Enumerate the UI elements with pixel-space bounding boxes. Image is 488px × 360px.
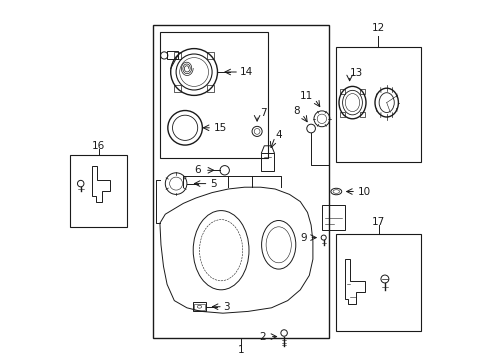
Text: 13: 13: [349, 68, 362, 78]
Text: 6: 6: [194, 165, 201, 175]
Text: 17: 17: [371, 217, 385, 228]
Bar: [167, 51, 178, 59]
Bar: [174, 52, 181, 59]
Bar: [359, 112, 364, 117]
Text: 11: 11: [299, 91, 312, 102]
Text: 8: 8: [293, 106, 300, 116]
Bar: [336, 47, 420, 162]
Bar: [336, 234, 420, 331]
Text: 5: 5: [210, 179, 217, 189]
Text: 4: 4: [275, 130, 282, 140]
Text: 3: 3: [223, 302, 229, 312]
Bar: [261, 153, 274, 171]
Bar: [152, 25, 328, 338]
Bar: [194, 304, 204, 310]
Bar: [206, 85, 214, 92]
Bar: [193, 302, 205, 311]
Bar: [321, 205, 345, 230]
Text: 10: 10: [357, 186, 370, 197]
Text: 15: 15: [213, 123, 227, 133]
Bar: [174, 85, 181, 92]
Text: 16: 16: [92, 141, 105, 151]
Text: 9: 9: [300, 233, 307, 243]
Bar: [206, 52, 214, 59]
Bar: [70, 155, 127, 227]
Bar: [340, 89, 345, 94]
Bar: [340, 112, 345, 117]
Text: 14: 14: [239, 67, 253, 77]
Text: 2: 2: [259, 332, 265, 342]
Text: 12: 12: [371, 23, 384, 33]
Bar: [160, 32, 267, 158]
Bar: [359, 89, 364, 94]
Text: 7: 7: [260, 108, 266, 118]
Text: 1: 1: [237, 345, 244, 355]
